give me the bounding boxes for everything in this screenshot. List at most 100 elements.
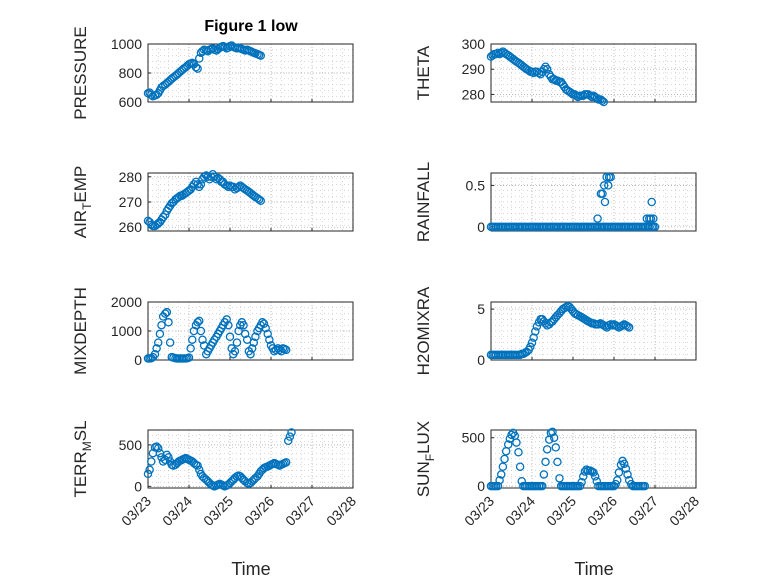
data-point <box>247 344 257 353</box>
y-tick-label: 270 <box>119 194 143 210</box>
data-point <box>514 447 523 457</box>
data-point <box>230 347 240 356</box>
data-point <box>259 319 269 328</box>
data-point <box>624 323 634 332</box>
data-point <box>283 436 293 446</box>
data-point <box>191 62 201 72</box>
data-point <box>160 309 170 318</box>
data-point <box>590 472 600 481</box>
data-point <box>239 320 248 330</box>
y-tick-label: 0.5 <box>466 177 486 193</box>
subplot-air: 260 270 280 AIRTEMP <box>71 166 354 239</box>
x-tick-label: 03/25 <box>200 493 236 529</box>
data-point <box>157 320 166 330</box>
data-point <box>194 316 204 326</box>
y-axis-label: RAINFALL <box>414 162 433 242</box>
subplot-sun: 0 500 03/23 03/24 03/25 03/26 03/27 03/28 SUNFLU… <box>414 421 702 529</box>
data-point <box>256 196 265 205</box>
data-point <box>599 181 609 190</box>
data-point <box>224 320 233 330</box>
x-tick-label: 03/26 <box>584 493 620 529</box>
data-point <box>251 332 260 342</box>
data-point <box>592 93 602 103</box>
data-point <box>512 438 521 447</box>
y-axis-label: AIRTEMP <box>71 166 94 239</box>
data-point <box>232 338 242 347</box>
y-tick-label: 0 <box>477 219 485 235</box>
data-point <box>281 458 291 467</box>
data-point <box>531 327 540 336</box>
data-point <box>261 323 270 333</box>
data-point <box>577 477 586 487</box>
data-point <box>600 197 610 207</box>
subplot-mixdepth: 0 1000 2000 MIXDEPTH <box>71 287 354 375</box>
data-point <box>240 329 250 339</box>
data-point <box>246 349 255 359</box>
y-tick-label: 280 <box>119 169 143 185</box>
data-point <box>621 464 631 473</box>
data-point <box>529 333 538 342</box>
subplot-theta: 280 290 300 THETA <box>414 36 697 107</box>
data-point <box>285 432 295 441</box>
data-point <box>194 54 204 63</box>
data-point <box>553 457 562 467</box>
y-axis-label: THETA <box>414 45 433 100</box>
x-tick-label: 03/24 <box>159 493 195 529</box>
y-tick-label: 0 <box>477 352 485 368</box>
data-point <box>620 459 629 469</box>
data-point <box>493 481 503 491</box>
data-point <box>604 181 613 190</box>
data-point <box>165 338 175 347</box>
data-point <box>538 481 547 491</box>
y-axis-label: PRESSURE <box>71 26 90 120</box>
axes-box <box>490 301 697 361</box>
x-tick-label: 03/27 <box>625 493 661 529</box>
data-point <box>579 472 588 481</box>
data-point <box>598 189 607 198</box>
subplot-terr: 0 500 03/23 03/24 03/25 03/26 03/27 03/28 TERRMS… <box>71 420 359 528</box>
axes-box <box>490 429 697 489</box>
y-tick-label: 290 <box>462 61 486 77</box>
y-axis-label: TERRMSL <box>71 420 94 497</box>
data-point <box>532 322 542 331</box>
y-tick-label: 2000 <box>111 294 142 310</box>
data-point <box>613 476 622 485</box>
y-tick-label: 260 <box>119 219 143 235</box>
data-point <box>193 64 202 73</box>
y-tick-label: 500 <box>462 430 486 446</box>
data-point <box>593 214 602 223</box>
data-point <box>222 315 231 324</box>
data-point <box>575 481 585 491</box>
data-point <box>164 318 173 327</box>
data-point <box>155 329 165 339</box>
x-axis-label-left: Time <box>231 559 270 579</box>
subplot-grid: 600 800 1000 PRESSURE 280 290 300 THETA 260 270 28… <box>71 26 702 529</box>
data-point <box>496 470 506 479</box>
y-tick-label: 5 <box>477 301 485 317</box>
data-point <box>196 180 206 189</box>
x-tick-label: 03/28 <box>323 493 359 529</box>
y-tick-label: 300 <box>462 36 486 52</box>
data-point <box>548 427 557 437</box>
figure-title: Figure 1 low <box>204 18 298 35</box>
data-point <box>649 214 658 223</box>
data-point <box>153 443 163 453</box>
data-point <box>555 474 564 483</box>
data-point <box>225 332 235 342</box>
data-point <box>158 212 168 222</box>
data-point <box>287 428 296 437</box>
data-point <box>193 461 202 470</box>
data-point <box>186 344 195 353</box>
data-point <box>623 322 632 331</box>
y-tick-label: 800 <box>119 65 143 81</box>
data-point <box>145 465 154 475</box>
y-tick-label: 0 <box>134 478 142 494</box>
data-point <box>599 97 609 107</box>
x-tick-label: 03/23 <box>461 493 497 529</box>
data-point <box>153 338 163 347</box>
data-point <box>527 338 537 347</box>
y-tick-label: 0 <box>477 478 485 494</box>
subplot-h2omixra: 0 5 H2OMIXRA <box>414 286 697 375</box>
data-point <box>193 318 202 327</box>
